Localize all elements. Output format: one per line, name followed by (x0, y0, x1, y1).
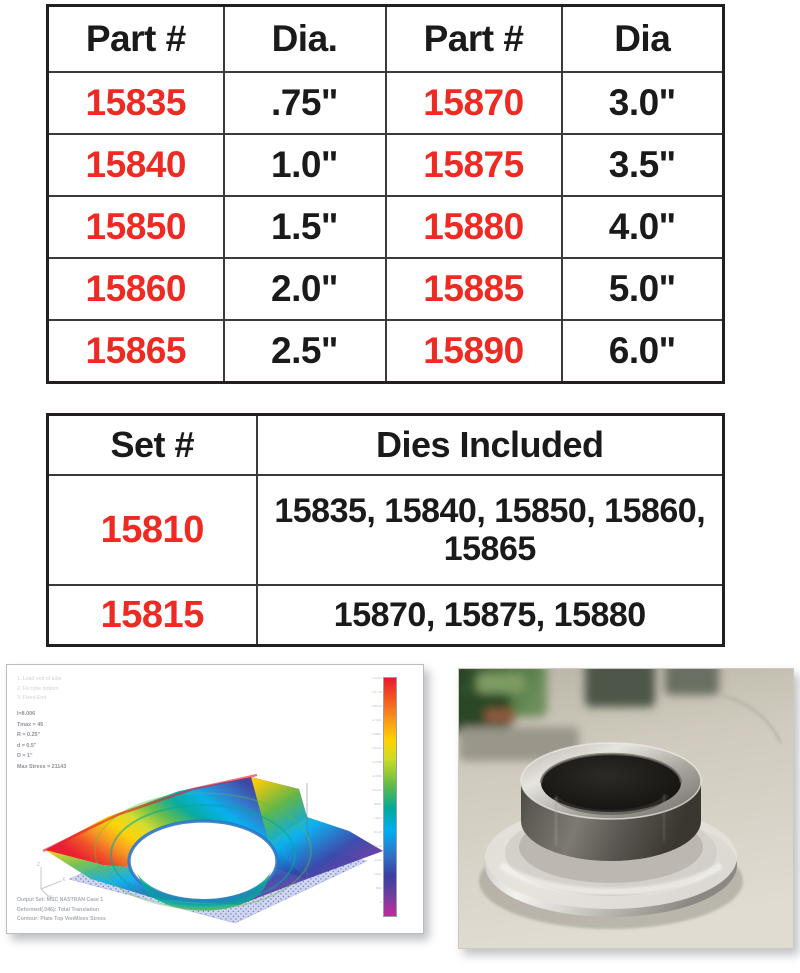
table-row: 15810 15835, 15840, 15850, 15860, 15865 (46, 474, 725, 586)
axis-triad-icon: Z X Y (37, 862, 66, 899)
fea-analysis-panel: 1. Load end of tube 2. Fix tube bottom 3… (6, 664, 424, 934)
deformed-surface (42, 773, 383, 911)
part-number-cell: 15890 (384, 319, 563, 384)
diameter-cell: 3.5" (560, 133, 725, 197)
legend-label: 7503 (373, 817, 382, 820)
diameter-cell: 2.5" (222, 319, 387, 384)
part-number-cell: 15840 (46, 133, 225, 197)
legend-label: 15687 (371, 733, 382, 736)
legend-label: 11595 (372, 775, 382, 778)
column-header-part-number-left: Part # (46, 4, 225, 73)
legend-label: 0 (379, 901, 382, 904)
column-header-part-number-right: Part # (384, 4, 563, 73)
sets-table-header-row: Set # Dies Included (46, 413, 725, 476)
fea-deformed-mesh-plot (7, 665, 423, 933)
legend-label: 3411 (374, 859, 382, 862)
diameter-cell: 3.0" (560, 71, 725, 135)
part-number-cell: 15865 (46, 319, 225, 384)
dies-included-cell: 15835, 15840, 15850, 15860, 15865 (255, 474, 725, 586)
table-row: 15860 2.0" 15885 5.0" (46, 257, 725, 321)
part-number-cell: 15860 (46, 257, 225, 321)
axis-label-y: Y (49, 895, 53, 899)
legend-label: 18415 (371, 705, 382, 708)
axis-label-z: Z (37, 862, 40, 868)
part-number-cell: 15870 (384, 71, 563, 135)
part-number-cell: 15885 (384, 257, 563, 321)
set-number-cell: 15810 (46, 474, 258, 586)
table-row: 15835 .75" 15870 3.0" (46, 71, 725, 135)
legend-label: 6139 (373, 831, 382, 834)
die-bore (541, 754, 681, 812)
part-number-cell: 15850 (46, 195, 225, 259)
diameter-cell: 4.0" (560, 195, 725, 259)
part-number-cell: 15875 (384, 133, 563, 197)
column-header-set-number: Set # (46, 413, 258, 476)
table-row: 15850 1.5" 15880 4.0" (46, 195, 725, 259)
flange-die-bushing-photo (459, 669, 793, 948)
die-photograph (458, 668, 794, 949)
fea-contour-legend: 21143 19779 18415 17051 15687 14323 1295… (367, 677, 397, 917)
part-number-cell: 15880 (384, 195, 563, 259)
diameter-cell: .75" (222, 71, 387, 135)
column-header-diameter-right: Dia (560, 4, 725, 73)
diameter-cell: 1.5" (222, 195, 387, 259)
legend-label: 10231 (371, 789, 382, 792)
part-number-cell: 15835 (46, 71, 225, 135)
legend-label: 17051 (371, 719, 382, 722)
diameter-cell: 2.0" (222, 257, 387, 321)
legend-label: 21143 (372, 677, 382, 680)
diameter-cell: 5.0" (560, 257, 725, 321)
set-number-cell: 15815 (46, 584, 258, 647)
column-header-dies-included: Dies Included (255, 413, 725, 476)
legend-label: 2047 (373, 873, 382, 876)
die-sets-table: Set # Dies Included 15810 15835, 15840, … (46, 413, 725, 647)
legend-label: 12959 (371, 761, 382, 764)
bench-edge (720, 693, 783, 744)
parts-diameter-table: Part # Dia. Part # Dia 15835 .75" 15870 … (46, 4, 725, 384)
legend-label: 4775 (373, 845, 382, 848)
column-header-diameter-left: Dia. (222, 4, 387, 73)
table-row: 15865 2.5" 15890 6.0" (46, 319, 725, 384)
fea-legend-labels: 21143 19779 18415 17051 15687 14323 1295… (367, 677, 383, 915)
diameter-cell: 1.0" (222, 133, 387, 197)
legend-label: 683 (375, 887, 382, 890)
background-machinery (459, 669, 719, 761)
dies-included-cell: 15870, 15875, 15880 (255, 584, 725, 647)
fea-legend-colorbar (382, 677, 397, 917)
axis-label-x: X (62, 877, 66, 883)
legend-label: 8867 (373, 803, 382, 806)
diameter-cell: 6.0" (560, 319, 725, 384)
legend-label: 19779 (371, 691, 382, 694)
table-row: 15840 1.0" 15875 3.5" (46, 133, 725, 197)
legend-label: 14323 (371, 747, 382, 750)
table-row: 15815 15870, 15875, 15880 (46, 584, 725, 647)
parts-table-header-row: Part # Dia. Part # Dia (46, 4, 725, 73)
